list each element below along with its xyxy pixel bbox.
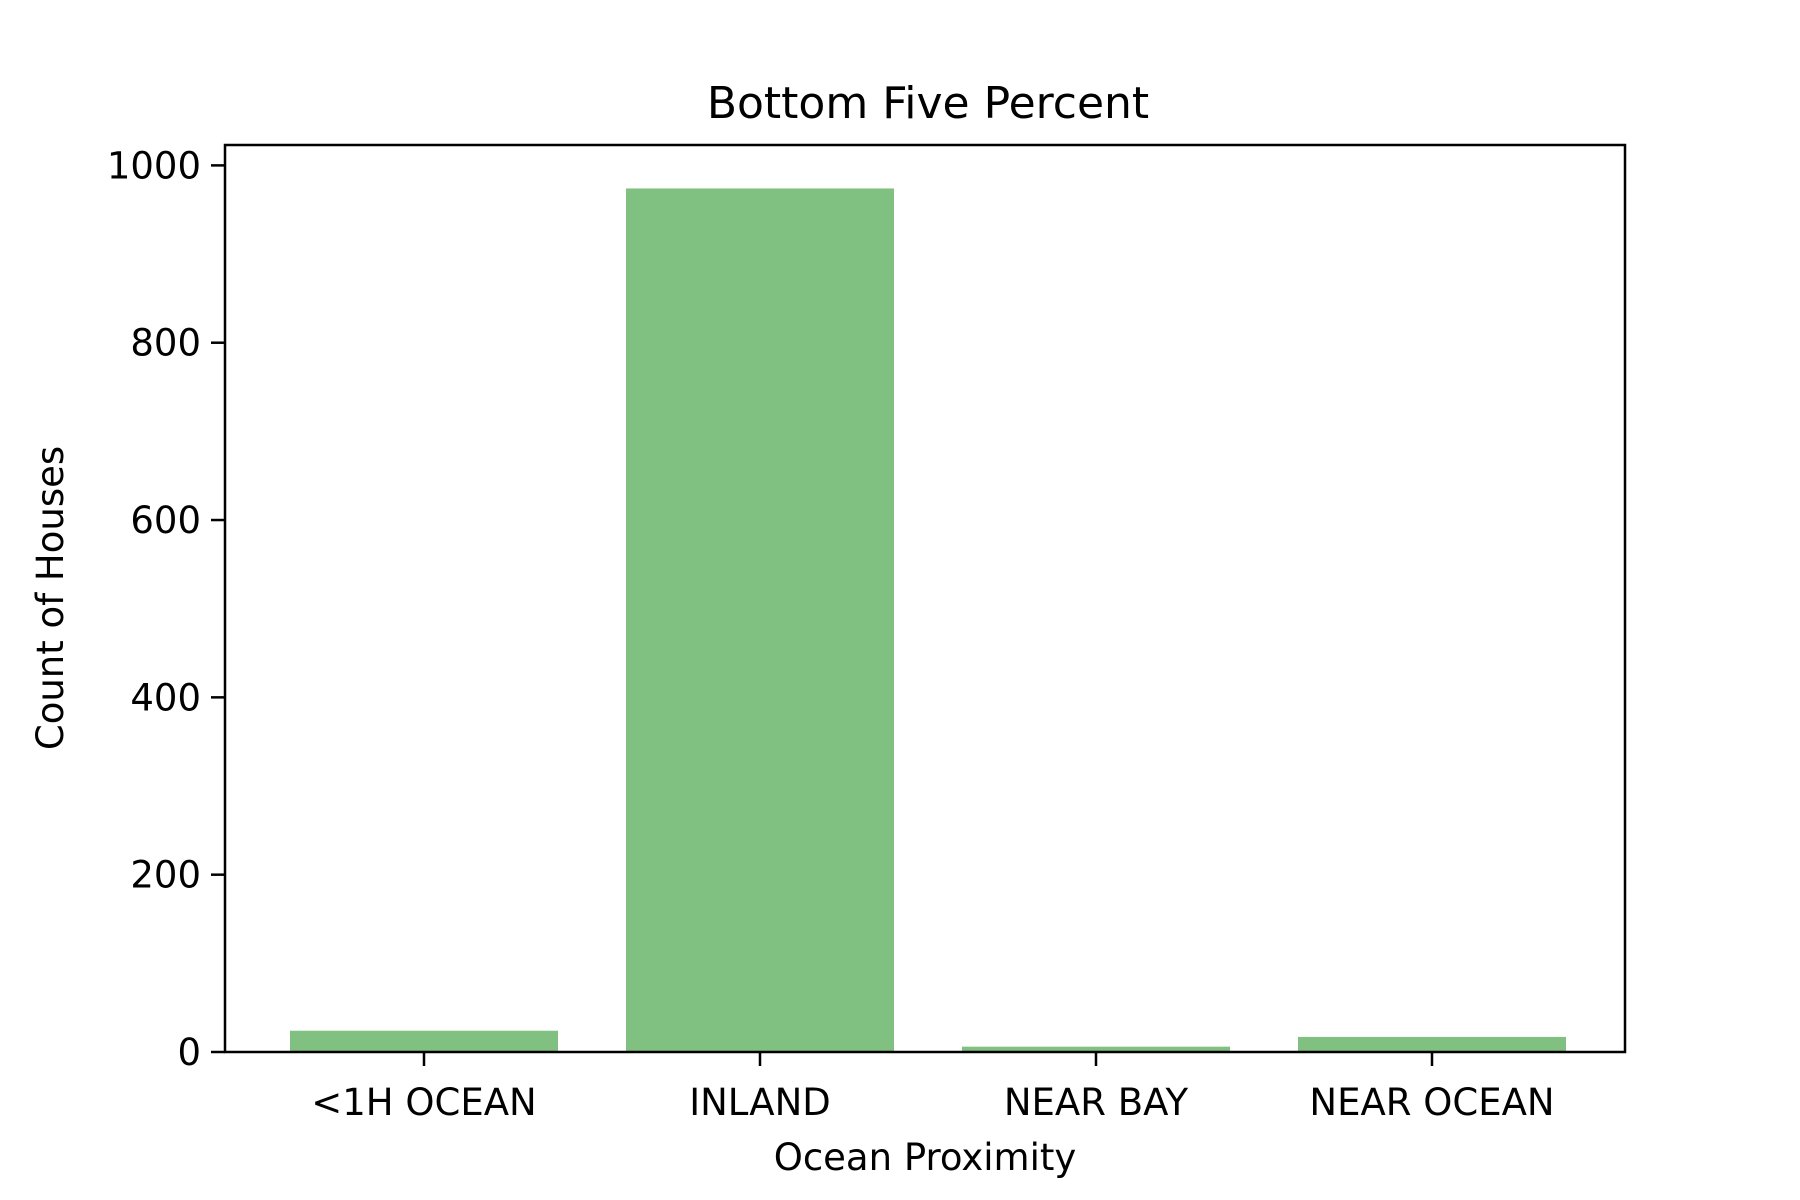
- y-tick-label: 0: [177, 1031, 201, 1074]
- x-tick-label: <1H OCEAN: [311, 1081, 536, 1124]
- bar-inland: [626, 188, 894, 1052]
- y-tick-label: 800: [130, 322, 201, 365]
- x-tick-label: NEAR OCEAN: [1309, 1081, 1554, 1124]
- axes-frame: [223, 143, 1627, 1054]
- x-tick-label: NEAR BAY: [1004, 1081, 1189, 1124]
- y-tick-label: 200: [130, 854, 201, 897]
- x-axis-label: Ocean Proximity: [774, 1136, 1077, 1179]
- chart-title: Bottom Five Percent: [707, 78, 1149, 129]
- y-tick-label: 1000: [107, 144, 201, 187]
- y-tick-label: 400: [130, 676, 201, 719]
- bar-near-bay: [962, 1046, 1230, 1052]
- plot-area: 0 200 400 600 800 1000 <1H OCEAN INLAND NEAR BAY…: [107, 144, 1566, 1124]
- y-tick-label: 600: [130, 499, 201, 542]
- bar--1h-ocean: [290, 1030, 558, 1052]
- y-axis-label: Count of Houses: [29, 446, 72, 750]
- x-tick-label: INLAND: [689, 1081, 831, 1124]
- bar-near-ocean: [1298, 1036, 1566, 1052]
